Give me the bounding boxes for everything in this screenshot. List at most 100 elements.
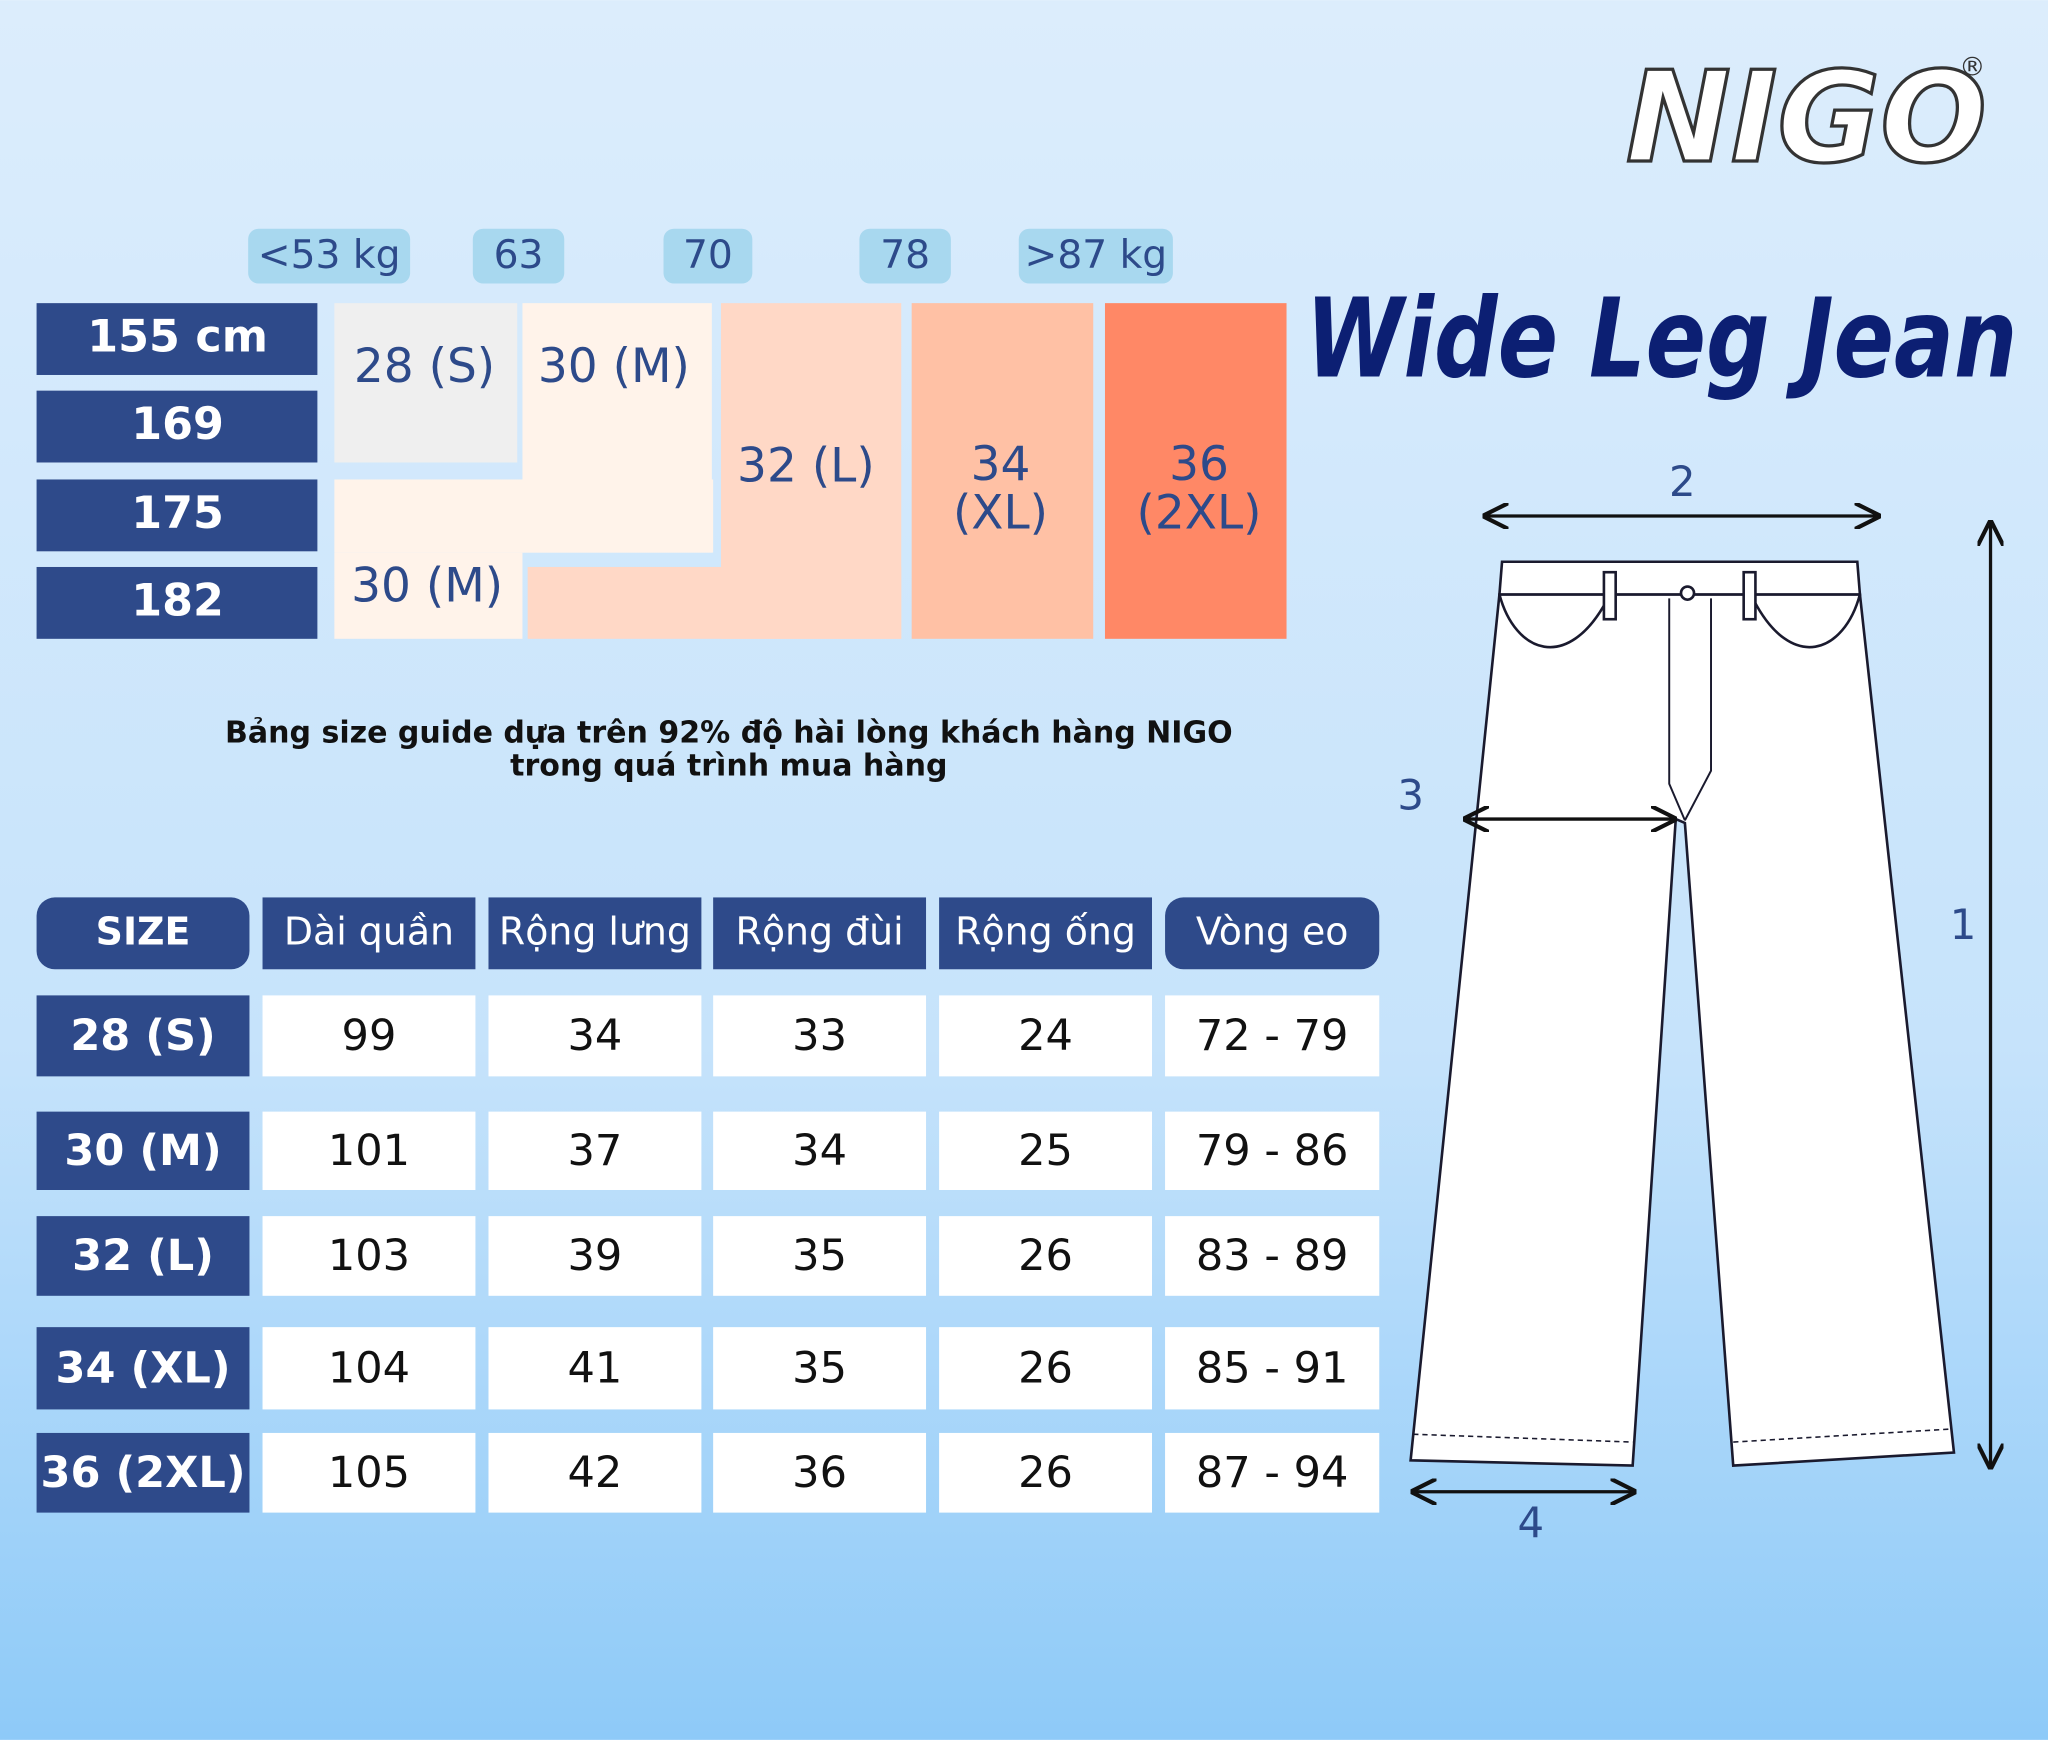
table-cell (939, 1216, 1152, 1296)
weight-label: 70 (683, 233, 733, 278)
table-cell (488, 1216, 702, 1296)
grid-label: 34 (971, 437, 1031, 492)
table-header: Rộng đùi (736, 909, 904, 953)
table-value: 39 (568, 1231, 623, 1281)
table-value: 83 - 89 (1196, 1231, 1349, 1281)
table-cell (262, 1432, 476, 1513)
table-cell (713, 995, 927, 1077)
table-value: 101 (328, 1126, 410, 1176)
note: trong quá trình mua hàng (510, 748, 947, 783)
table-cell (939, 1432, 1152, 1513)
weight-pill (859, 228, 951, 284)
weight-label: <53 kg (258, 233, 401, 278)
table-value: 79 - 86 (1196, 1126, 1349, 1176)
table-cell (488, 1111, 702, 1190)
table-value: 42 (568, 1448, 623, 1498)
logo: NIGO (1626, 45, 1987, 191)
cell-m-bottom (334, 552, 523, 639)
table-cell (713, 1327, 927, 1410)
height-label: 175 (131, 488, 224, 539)
table-value: 103 (328, 1231, 410, 1281)
table-cell (36, 1327, 250, 1410)
grid-label: 28 (S) (354, 339, 495, 394)
size-label: 32 (L) (72, 1231, 214, 1281)
table-cell (939, 1111, 1152, 1190)
size-label: 36 (2XL) (40, 1448, 245, 1498)
cell-m-mid (334, 479, 714, 553)
table-value: 34 (568, 1011, 623, 1061)
table-value: 72 - 79 (1196, 1011, 1349, 1061)
table-cell (488, 1327, 702, 1410)
height-label: 155 cm (87, 312, 268, 363)
height-label: 182 (131, 576, 224, 627)
weight-label: 63 (494, 233, 544, 278)
table-cell (1165, 1111, 1380, 1190)
table-cell (262, 1327, 476, 1410)
table-value: 34 (792, 1126, 847, 1176)
weight-label: 78 (880, 233, 930, 278)
table-value: 33 (792, 1011, 847, 1061)
weight-pill (248, 228, 411, 284)
measure-label: 4 (1517, 1498, 1544, 1547)
weight-pill (1018, 228, 1173, 284)
grid-label: 32 (L) (737, 439, 875, 494)
grid-label: 30 (M) (351, 559, 503, 614)
cell-xl (911, 303, 1094, 639)
table-cell (36, 1432, 250, 1513)
table-cell (1165, 1432, 1380, 1513)
weight-pill (472, 228, 565, 284)
table-value: 37 (568, 1126, 623, 1176)
table-cell (36, 1111, 250, 1190)
grid-label: (2XL) (1137, 486, 1262, 541)
table-value: 26 (1018, 1448, 1073, 1498)
table-cell (262, 1111, 476, 1190)
size-label: 34 (XL) (55, 1343, 230, 1393)
grid-label: 36 (1169, 437, 1229, 492)
height-box (36, 390, 318, 463)
table-cell (262, 995, 476, 1077)
measure-label: 2 (1669, 457, 1696, 506)
table-header-cell (1165, 897, 1380, 970)
weight-pill (663, 228, 753, 284)
table-cell (488, 1432, 702, 1513)
height-box (36, 479, 318, 552)
table-value: 85 - 91 (1196, 1343, 1349, 1393)
table-value: 35 (792, 1343, 847, 1393)
table-cell (713, 1111, 927, 1190)
table-value: 99 (342, 1011, 397, 1061)
cell-l-bottom (527, 566, 902, 639)
table-cell (713, 1216, 927, 1296)
height-label: 169 (131, 399, 224, 450)
height-box (36, 566, 318, 639)
table-value: 36 (792, 1448, 847, 1498)
table-cell (262, 1216, 476, 1296)
note: Bảng size guide dựa trên 92% độ hài lòng… (225, 716, 1233, 751)
table-value: 26 (1018, 1343, 1073, 1393)
grid-label: 30 (M) (538, 339, 690, 394)
table-value: 26 (1018, 1231, 1073, 1281)
table-header: Rộng ống (955, 909, 1136, 953)
table-value: 87 - 94 (1196, 1448, 1349, 1498)
table-header: Vòng eo (1196, 909, 1349, 953)
table-cell (939, 995, 1152, 1077)
table-header-cell (488, 897, 702, 970)
height-box (36, 303, 318, 375)
table-value: 104 (328, 1343, 410, 1393)
title: Wide Leg Jean (1305, 275, 2017, 403)
table-cell (713, 1432, 927, 1513)
table-header: Rộng lưng (499, 909, 691, 953)
table-cell (36, 1216, 250, 1296)
table-header-cell (713, 897, 927, 970)
cell-2xl (1104, 303, 1287, 639)
table-value: 41 (568, 1343, 623, 1393)
table-header-cell (36, 897, 250, 970)
table-header-cell (939, 897, 1152, 970)
table-cell (488, 995, 702, 1077)
measure-label: 3 (1397, 771, 1424, 820)
table-value: 24 (1018, 1011, 1073, 1061)
grid-label: (XL) (953, 486, 1048, 541)
table-cell (939, 1327, 1152, 1410)
table-header-cell (262, 897, 476, 970)
weight-label: >87 kg (1025, 233, 1168, 278)
